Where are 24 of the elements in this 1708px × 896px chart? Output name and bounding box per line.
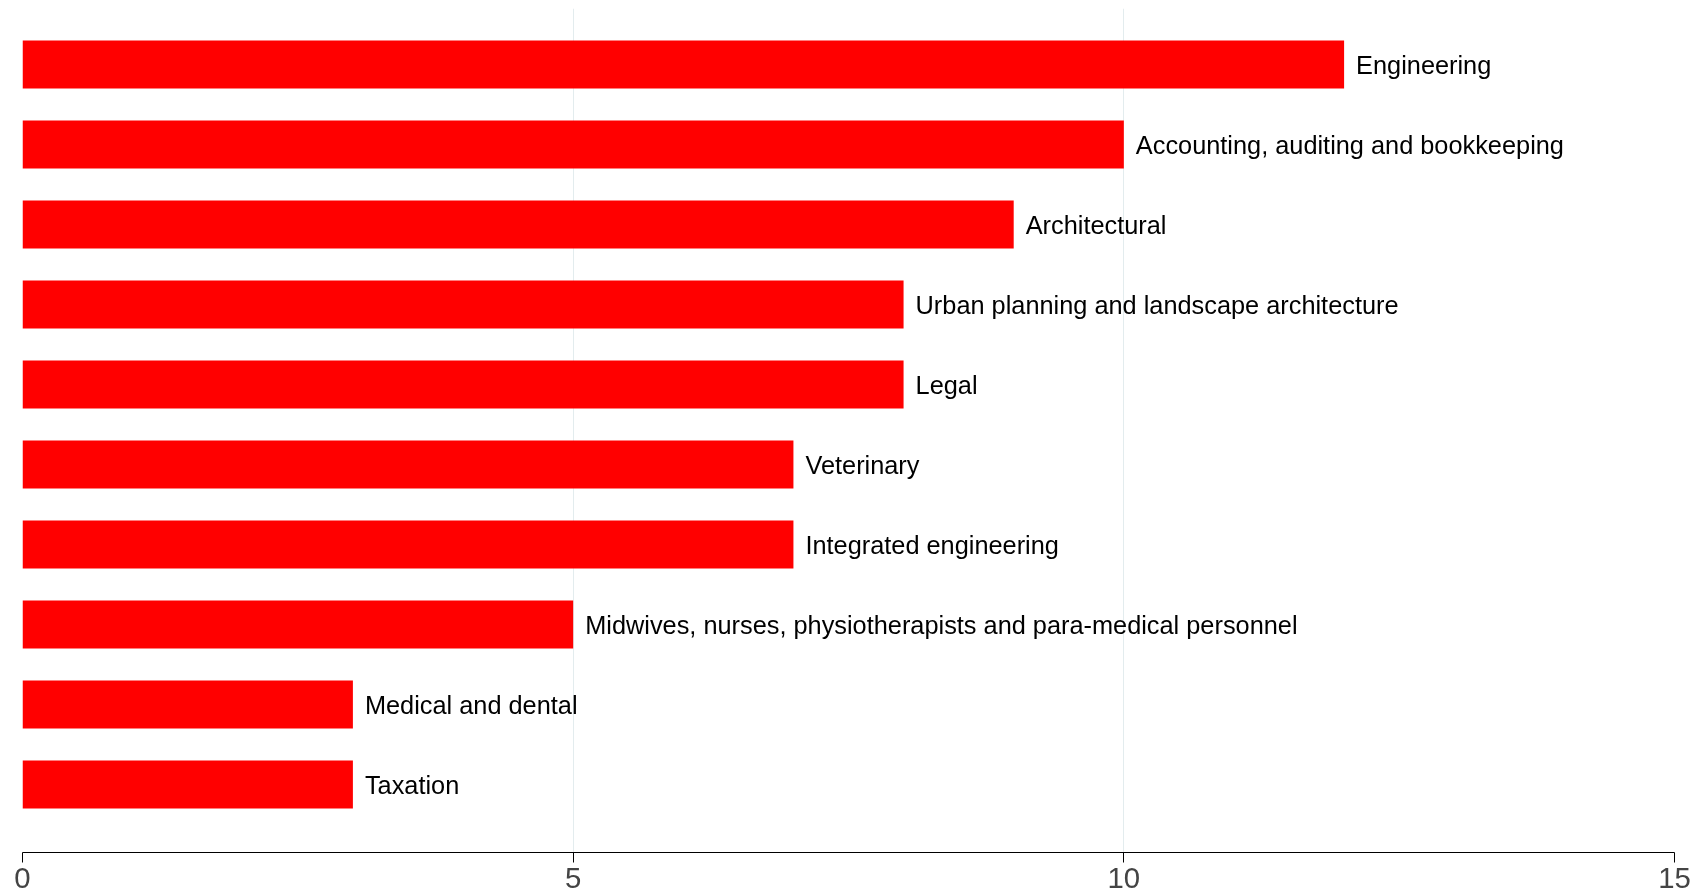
y-tick-label: Legal (915, 370, 978, 399)
bar (22, 520, 794, 569)
bar (22, 280, 904, 329)
y-tick-label: Urban planning and landscape architecture (915, 290, 1399, 319)
bar (22, 200, 1014, 249)
y-tick-label: Architectural (1025, 210, 1167, 239)
y-tick-label: Accounting, auditing and bookkeeping (1135, 130, 1564, 159)
bar (22, 120, 1124, 169)
bar (22, 360, 904, 409)
bar (22, 760, 353, 809)
bar (22, 680, 353, 729)
x-tick-label: 10 (1107, 860, 1141, 894)
x-tick-label: 15 (1658, 860, 1691, 894)
x-tick-label: 5 (565, 860, 582, 894)
y-tick-label: Midwives, nurses, physiotherapists and para-medical personnel (585, 610, 1298, 639)
bar (22, 440, 794, 489)
y-tick-label: Engineering (1356, 50, 1492, 79)
x-tick-label: 0 (14, 860, 31, 894)
y-tick-label: Medical and dental (364, 690, 578, 719)
y-tick-label: Veterinary (805, 450, 920, 479)
bar (22, 600, 574, 649)
bar (22, 40, 1345, 89)
y-tick-label: Integrated engineering (805, 530, 1059, 559)
y-tick-label: Taxation (364, 770, 460, 799)
